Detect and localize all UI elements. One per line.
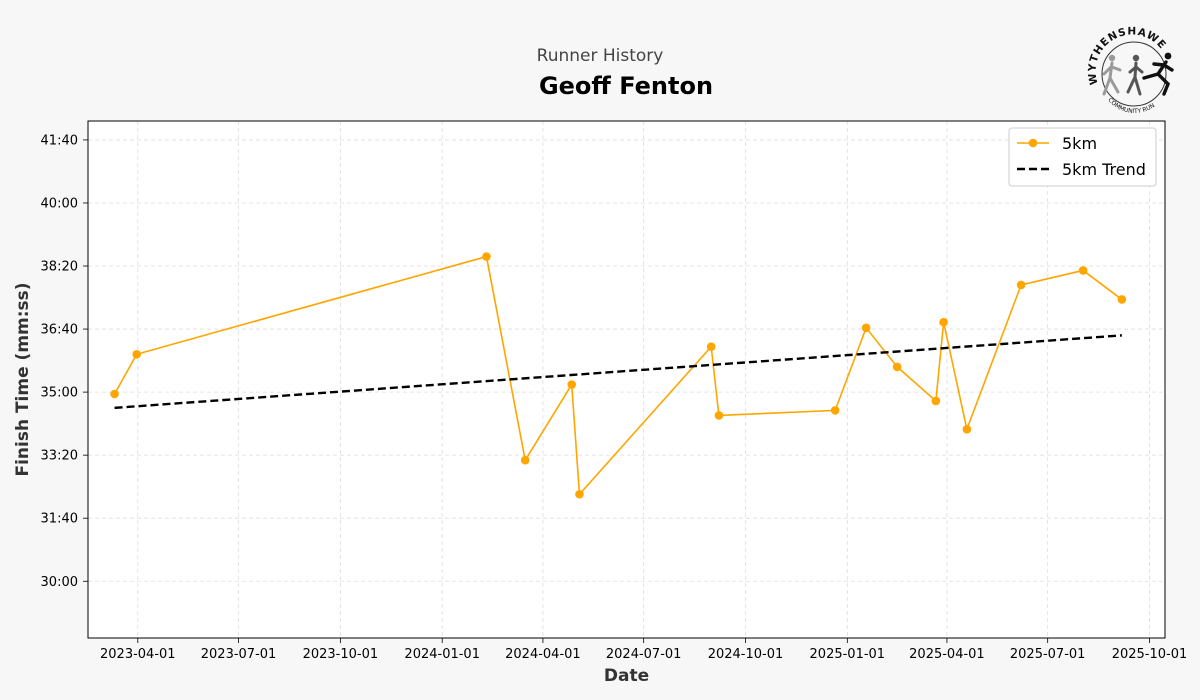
legend-label: 5km <box>1062 134 1097 153</box>
x-tick-label: 2025-07-01 <box>1010 647 1086 662</box>
data-point <box>892 362 902 372</box>
legend-label: 5km Trend <box>1062 160 1146 179</box>
data-point <box>520 455 530 465</box>
data-point <box>110 389 119 399</box>
data-point <box>1078 266 1088 275</box>
data-point <box>575 489 584 499</box>
x-tick-label: 2023-04-01 <box>100 647 176 662</box>
wythenshawe-logo: WYTHENSHAWE COMMUNITY RUN <box>1086 26 1174 115</box>
data-point <box>482 252 491 261</box>
x-tick-label: 2025-01-01 <box>810 647 886 662</box>
data-point <box>1117 295 1127 304</box>
x-tick-label: 2023-10-01 <box>303 647 379 662</box>
legend: 5km 5km Trend <box>1008 127 1157 187</box>
data-point <box>706 342 716 352</box>
y-tick-label: 35:00 <box>41 386 78 401</box>
data-point <box>1016 280 1026 290</box>
x-tick-label: 2024-01-01 <box>404 647 480 662</box>
x-tick-label: 2024-04-01 <box>505 647 581 662</box>
y-tick-label: 40:00 <box>41 196 78 211</box>
y-tick-label: 30:00 <box>41 575 78 590</box>
runner-grey-icon <box>1102 54 1122 96</box>
data-point <box>567 380 577 389</box>
data-point <box>714 411 724 420</box>
runner-black-icon <box>1142 52 1174 96</box>
y-tick-label: 38:20 <box>41 260 78 275</box>
y-tick-label: 41:40 <box>41 133 78 148</box>
x-tick-label: 2023-07-01 <box>201 647 277 662</box>
data-point <box>132 349 142 359</box>
legend-item: 5km Trend <box>1017 160 1146 179</box>
x-tick-label: 2024-07-01 <box>606 647 682 662</box>
data-point <box>931 396 941 406</box>
x-tick-label: 2025-10-01 <box>1112 647 1188 662</box>
legend-swatch-marker <box>1028 138 1038 148</box>
y-tick-label: 31:40 <box>41 512 78 527</box>
data-point <box>962 425 972 434</box>
data-point <box>939 317 948 327</box>
chart-subtitle: Runner History <box>536 46 664 66</box>
runner-dark-grey-icon <box>1126 54 1144 96</box>
svg-text:WYTHENSHAWE: WYTHENSHAWE <box>1086 26 1168 86</box>
x-tick-label: 2024-10-01 <box>708 647 784 662</box>
data-point <box>861 323 871 333</box>
x-axis-label: Date <box>604 666 649 686</box>
chart-title: Geoff Fenton <box>538 72 714 100</box>
legend-item: 5km <box>1017 134 1097 153</box>
y-tick-label: 36:40 <box>41 323 78 338</box>
y-axis-label: Finish Time (mm:ss) <box>13 282 33 476</box>
data-point <box>830 406 840 415</box>
x-tick-label: 2025-04-01 <box>909 647 985 662</box>
y-tick-label: 33:20 <box>41 449 78 464</box>
trend-line <box>114 334 1122 410</box>
logo-top-text: WYTHENSHAWE <box>1086 26 1167 86</box>
plot-frame <box>87 120 1166 639</box>
plot-area <box>88 121 1165 638</box>
